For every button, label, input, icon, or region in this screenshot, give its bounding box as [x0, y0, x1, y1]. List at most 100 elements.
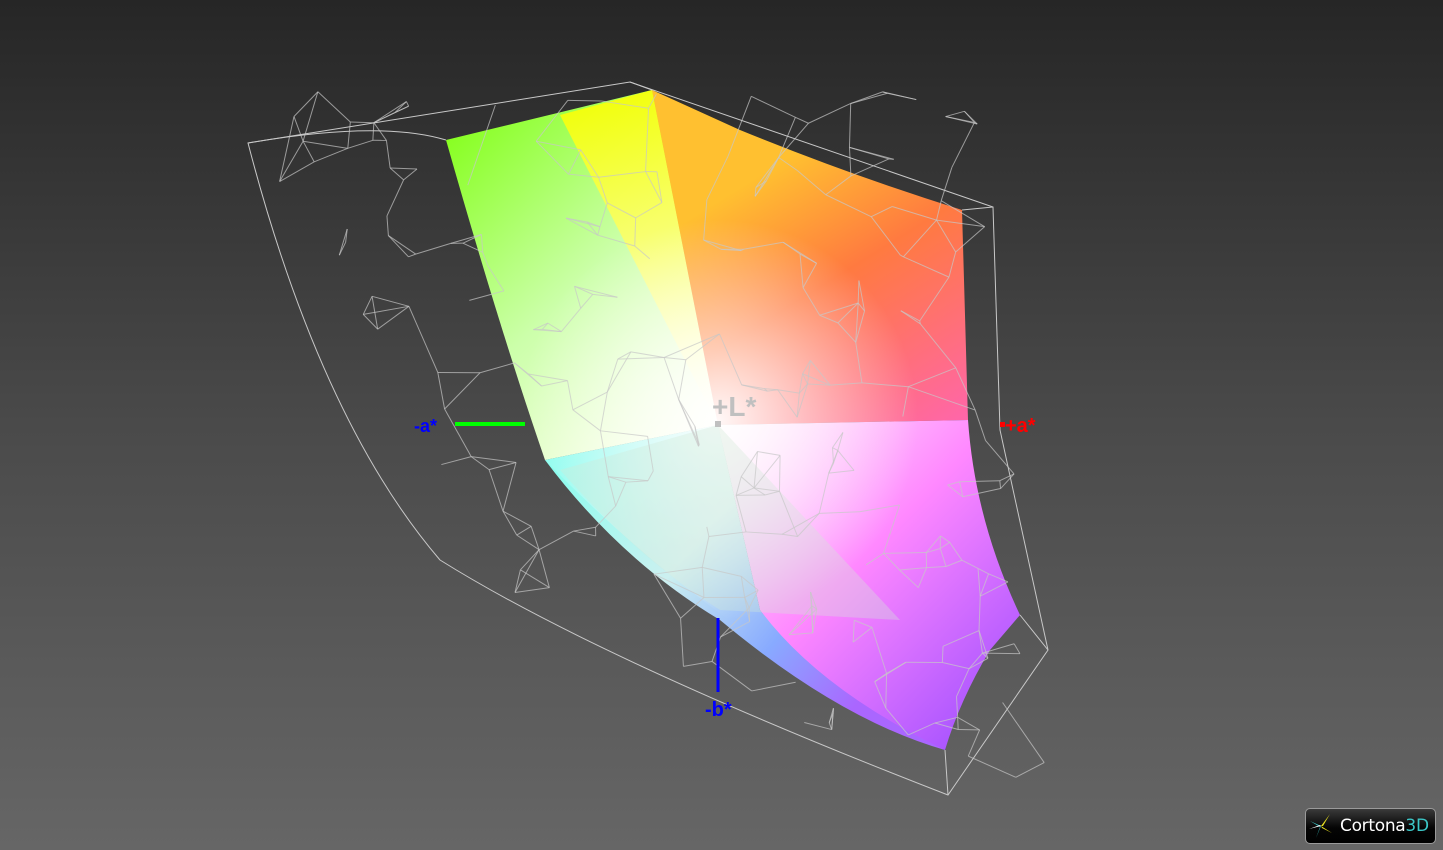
mesh-edge — [959, 481, 964, 497]
mesh-edge — [945, 559, 963, 567]
mesh-edge — [630, 351, 665, 358]
mesh-edge — [832, 432, 844, 448]
mesh-edge — [883, 553, 900, 571]
minus-a-label: -a* — [414, 416, 437, 436]
mesh-edge — [832, 447, 839, 451]
mesh-edge — [798, 373, 804, 394]
mesh-edge — [831, 712, 834, 730]
mesh-edge — [516, 534, 540, 551]
mesh-edge — [755, 180, 767, 188]
wireframe-mesh — [247, 81, 1049, 796]
mesh-edge — [743, 241, 784, 250]
mesh-edge — [968, 755, 1016, 778]
mesh-edge — [685, 333, 720, 361]
mesh-edge — [314, 147, 348, 163]
mesh-edge — [799, 253, 804, 288]
mesh-edge — [520, 549, 540, 571]
mesh-edge — [533, 329, 562, 333]
mesh-edge — [293, 116, 304, 142]
mesh-edge — [804, 721, 832, 731]
mesh-edge — [956, 668, 970, 697]
mesh-edge — [802, 360, 811, 375]
mesh-edge — [740, 575, 759, 591]
origin-marker — [715, 421, 721, 427]
mesh-edge — [977, 568, 981, 597]
plus-a-label: +a* — [1005, 415, 1036, 437]
mesh-edge — [957, 716, 980, 731]
mesh-edge — [828, 469, 855, 474]
mesh-edge — [530, 526, 540, 550]
logo-text: Cortona3D — [1340, 816, 1429, 836]
mesh-edge — [580, 294, 594, 309]
mesh-edge — [598, 177, 608, 204]
mesh-edge — [488, 461, 517, 471]
mesh-edge — [811, 605, 817, 610]
mesh-edge — [828, 722, 833, 730]
mesh-edge — [936, 219, 985, 228]
mesh-edge — [656, 171, 663, 203]
mesh-edge — [748, 589, 759, 608]
mesh-edge — [599, 202, 608, 227]
mesh-edge — [837, 302, 859, 324]
mesh-edge — [940, 167, 953, 201]
mesh-edge — [900, 254, 904, 258]
mesh-edge — [926, 548, 941, 554]
mesh-edge — [528, 373, 568, 382]
mesh-edge — [373, 112, 396, 124]
mesh-edge — [701, 536, 710, 568]
mesh-edge — [482, 252, 489, 266]
mesh-edge — [362, 296, 373, 315]
mesh-edge — [754, 157, 780, 197]
minus-b-label: -b* — [705, 699, 732, 721]
mesh-edge — [917, 567, 927, 588]
gamut-lower-shade — [560, 425, 900, 620]
mesh-edge — [979, 581, 1009, 597]
mesh-edge — [782, 241, 801, 255]
mesh-edge — [302, 140, 315, 163]
mesh-edge — [514, 587, 550, 594]
mesh-edge — [788, 632, 813, 636]
mesh-edge — [597, 234, 635, 247]
mesh-edge — [1013, 643, 1021, 654]
mesh-edge — [782, 533, 798, 537]
mesh-edge — [371, 295, 410, 307]
mesh-edge — [703, 199, 708, 241]
mesh-edge — [719, 333, 743, 386]
mesh-edge — [962, 488, 1001, 498]
mesh-edge — [678, 359, 687, 400]
mesh-edge — [467, 104, 496, 186]
cortona3d-logo[interactable]: Cortona3D — [1305, 808, 1436, 844]
mesh-edge — [882, 91, 917, 101]
mesh-edge — [978, 596, 981, 631]
mesh-edge — [450, 234, 482, 244]
mesh-edge — [753, 455, 781, 489]
mesh-edge — [899, 569, 919, 588]
mesh-edge — [837, 322, 857, 343]
mesh-edge — [678, 399, 700, 445]
mesh-edge — [536, 140, 581, 151]
mesh-edge — [647, 436, 654, 472]
mesh-edge — [648, 94, 657, 109]
mesh-edge — [706, 526, 710, 537]
mesh-edge — [857, 280, 860, 304]
mesh-edge — [740, 476, 755, 489]
mesh-edge — [488, 469, 504, 512]
mesh-edge — [828, 712, 834, 723]
mesh-edge — [607, 202, 636, 219]
mesh-edge — [858, 280, 866, 312]
mesh-edge — [903, 219, 937, 258]
mesh-edge — [573, 526, 596, 532]
mesh-edge — [939, 548, 947, 567]
mesh-edge — [934, 722, 959, 730]
mesh-edge — [825, 175, 852, 196]
mesh-edge — [744, 597, 751, 622]
mesh-edge — [680, 597, 705, 619]
mesh-edge — [600, 430, 648, 437]
mesh-edge — [959, 480, 1000, 483]
mesh-edge — [487, 265, 505, 292]
mesh-edge — [807, 383, 831, 386]
mesh-edge — [885, 707, 909, 736]
mesh-edge — [855, 310, 866, 343]
mesh-edge — [939, 541, 950, 549]
